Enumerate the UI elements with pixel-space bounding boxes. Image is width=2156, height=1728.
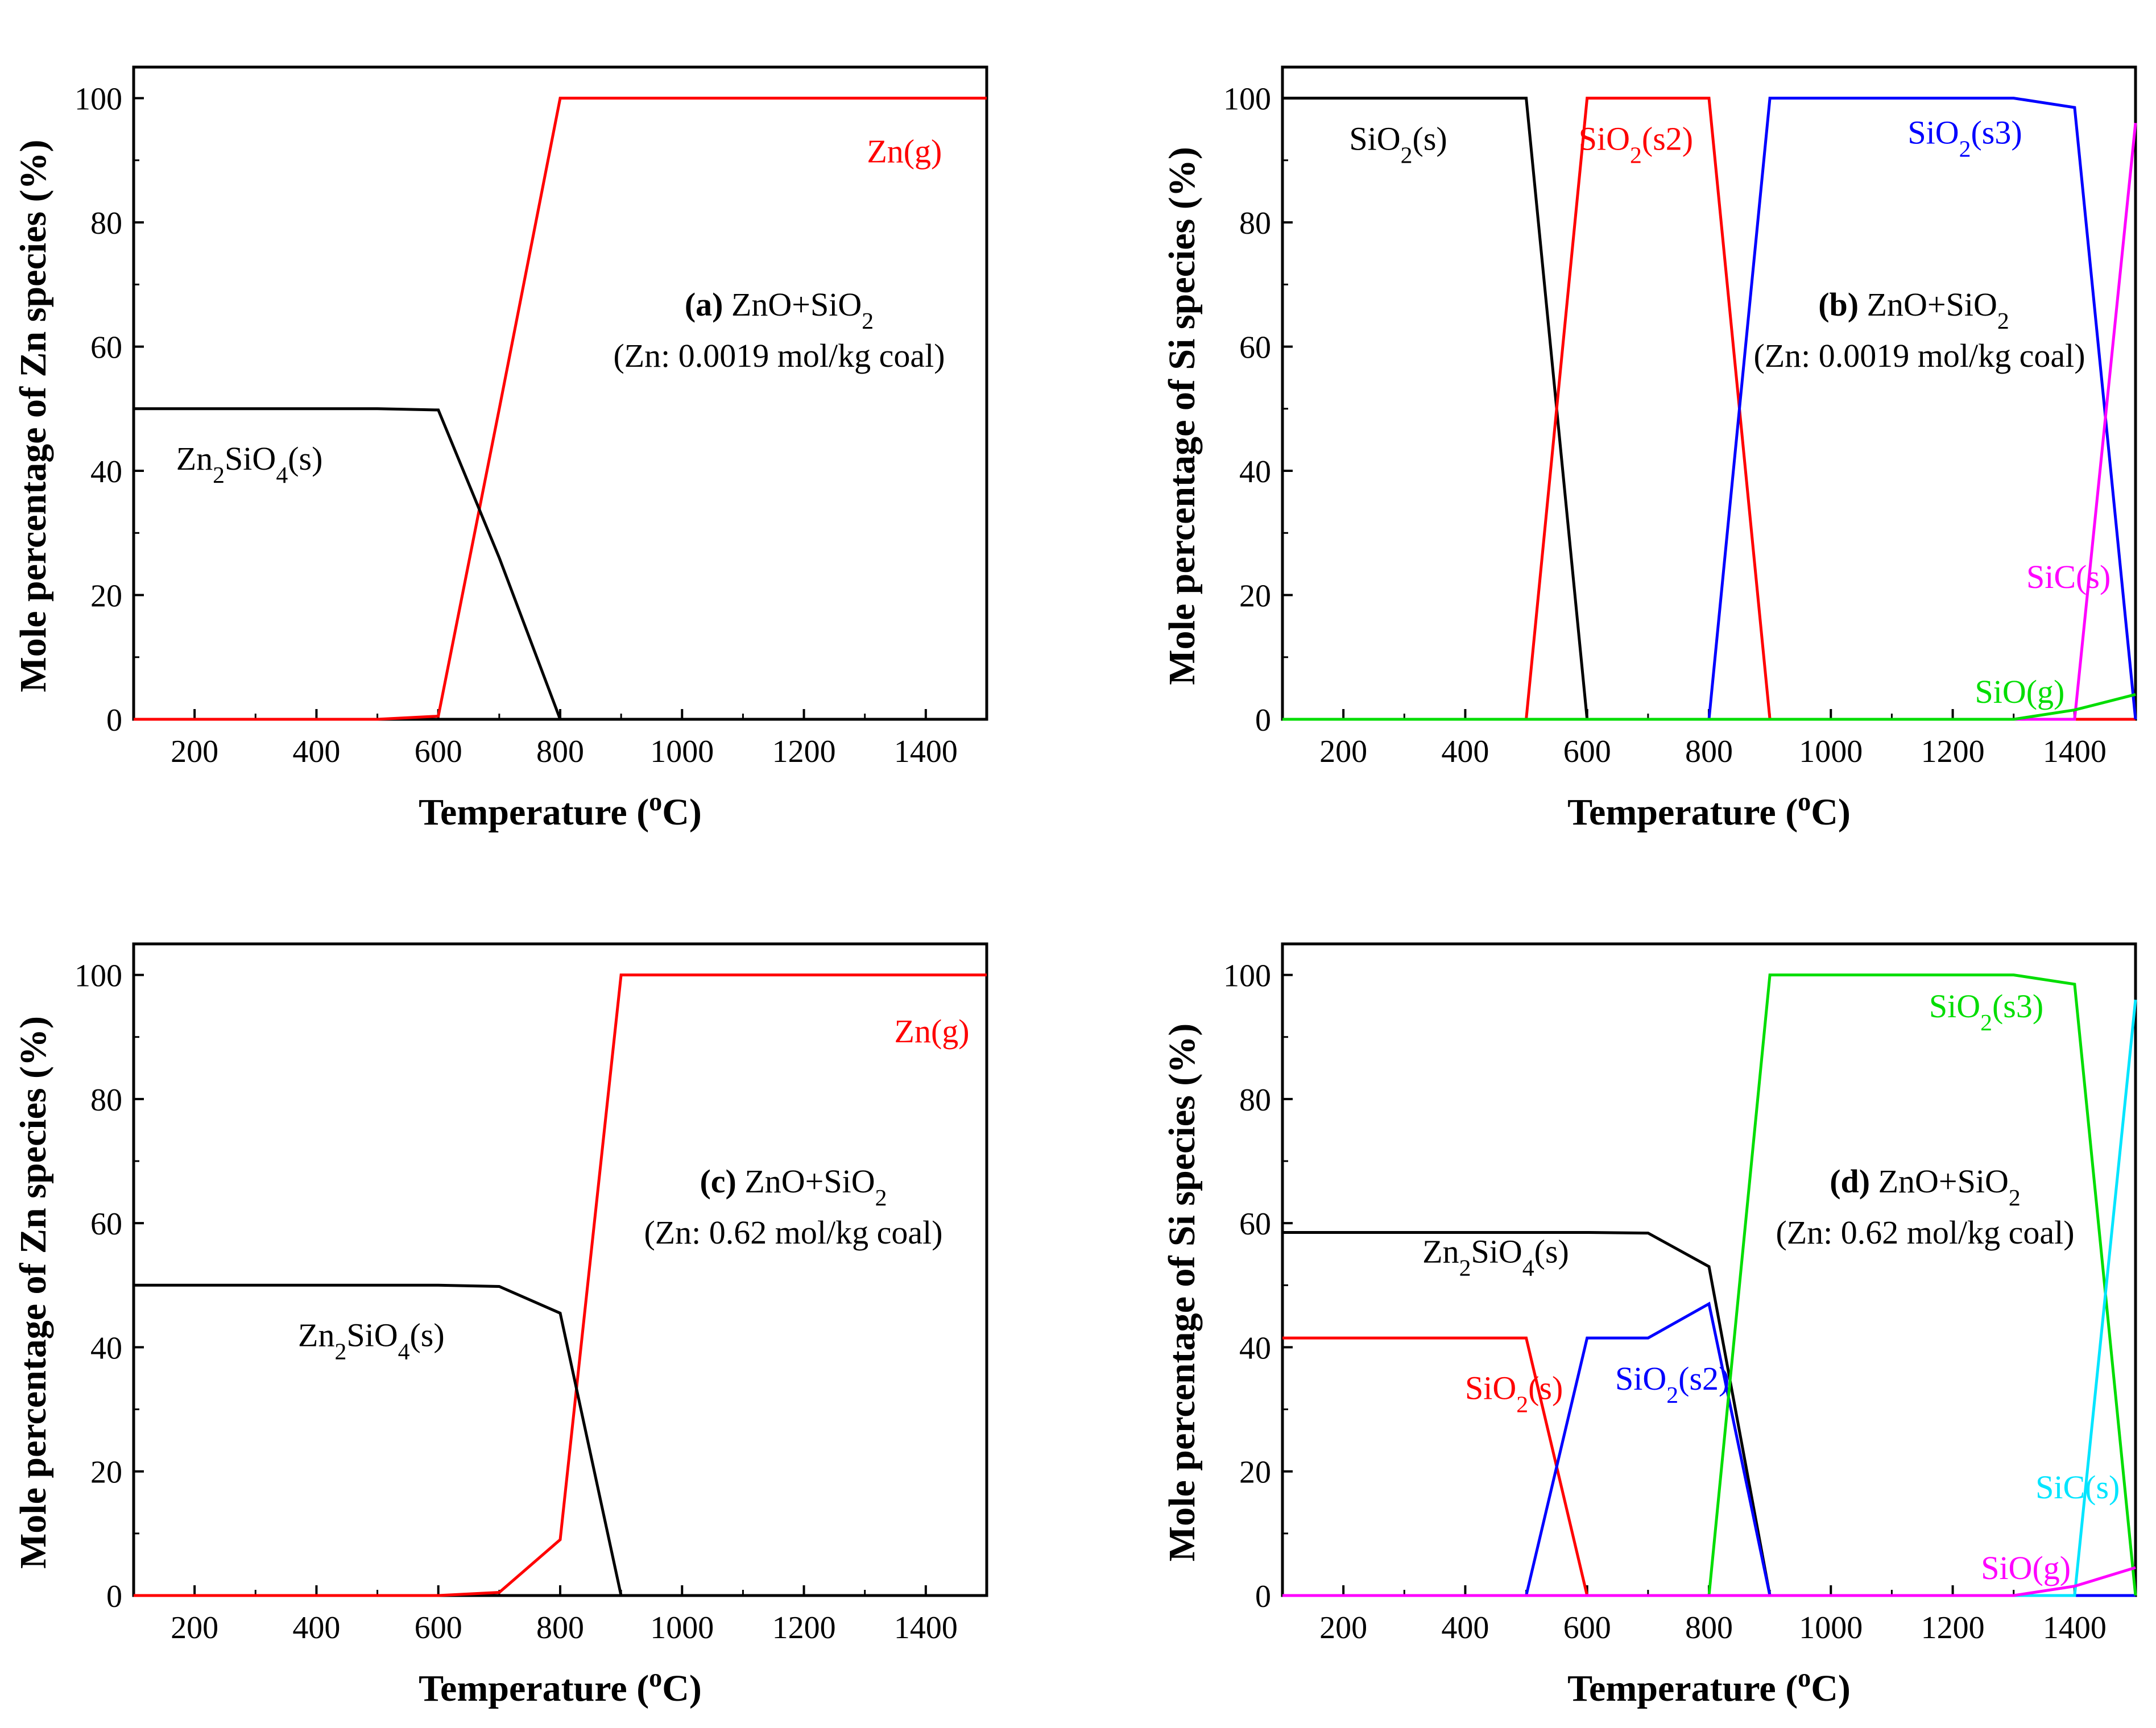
x-tick-label: 800 <box>536 734 584 769</box>
y-tick-label: 60 <box>1239 330 1271 366</box>
x-tick-label: 1000 <box>650 734 714 769</box>
x-tick-label: 400 <box>1441 734 1489 769</box>
x-tick-label: 800 <box>1685 734 1733 769</box>
series-label-Zn2SiO4(s): Zn2SiO4(s) <box>298 1317 445 1365</box>
y-axis-title: Mole percentage of Si species (%) <box>1161 1023 1203 1561</box>
series-line-SiO(g) <box>1282 1566 2136 1597</box>
x-tick-label: 600 <box>415 734 462 769</box>
x-tick-label: 200 <box>171 734 218 769</box>
panel-concentration: (Zn: 0.62 mol/kg coal) <box>1776 1214 2074 1251</box>
series-label-Zn(g): Zn(g) <box>895 1013 970 1050</box>
x-tick-label: 1400 <box>894 1610 958 1646</box>
panel-concentration: (Zn: 0.0019 mol/kg coal) <box>1753 337 2085 374</box>
x-axis-title: Temperature (oC) <box>1567 1663 1851 1710</box>
panel-title: (b) ZnO+SiO2 <box>1818 286 2009 334</box>
y-axis-title: Mole percentage of Si species (%) <box>1161 147 1203 685</box>
series-label-Zn(g): Zn(g) <box>867 132 942 169</box>
series-label-SiC(s): SiC(s) <box>2035 1469 2120 1506</box>
y-tick-label: 0 <box>1255 703 1271 738</box>
series-line-Zn(g) <box>134 973 987 1597</box>
y-tick-label: 0 <box>1255 1579 1271 1614</box>
series-label-SiO2(s3): SiO2(s3) <box>1907 114 2022 163</box>
x-tick-label: 600 <box>1563 734 1611 769</box>
y-axis-title: Mole percentage of Zn species (%) <box>13 139 54 692</box>
series-label-SiO(g): SiO(g) <box>1981 1549 2071 1586</box>
x-tick-label: 1000 <box>1799 1610 1863 1646</box>
series-label-SiO2(s): SiO2(s) <box>1465 1369 1563 1418</box>
x-tick-label: 200 <box>171 1610 218 1646</box>
x-axis-title: Temperature (oC) <box>419 787 702 834</box>
y-axis-title: Mole percentage of Zn species (%) <box>13 1016 54 1569</box>
series-label-SiO2(s): SiO2(s) <box>1349 121 1447 169</box>
x-tick-label: 1000 <box>1799 734 1863 769</box>
x-tick-label: 1200 <box>1921 734 1985 769</box>
series-line-Zn(g) <box>134 97 987 721</box>
panel-title: (a) ZnO+SiO2 <box>685 286 874 334</box>
x-tick-label: 1400 <box>2043 1610 2107 1646</box>
series-label-SiO2(s2): SiO2(s2) <box>1579 121 1693 169</box>
y-tick-label: 40 <box>90 1331 122 1366</box>
series-line-Zn2SiO4(s) <box>134 1283 987 1597</box>
series-label-SiO2(s3): SiO2(s3) <box>1929 988 2043 1036</box>
x-tick-label: 200 <box>1319 1610 1367 1646</box>
y-tick-label: 80 <box>1239 206 1271 241</box>
panel-concentration: (Zn: 0.0019 mol/kg coal) <box>613 337 945 374</box>
y-tick-label: 100 <box>75 959 122 994</box>
y-tick-label: 80 <box>1239 1083 1271 1118</box>
x-tick-label: 1200 <box>772 1610 836 1646</box>
y-tick-label: 40 <box>90 454 122 490</box>
y-tick-label: 20 <box>1239 579 1271 614</box>
panel-title: (d) ZnO+SiO2 <box>1830 1163 2021 1211</box>
y-tick-label: 40 <box>1239 454 1271 490</box>
y-tick-label: 20 <box>90 579 122 614</box>
x-tick-label: 1000 <box>650 1610 714 1646</box>
y-tick-label: 20 <box>1239 1455 1271 1490</box>
series-label-Zn2SiO4(s): Zn2SiO4(s) <box>1422 1233 1569 1281</box>
y-tick-label: 100 <box>1223 82 1271 117</box>
x-tick-label: 1400 <box>894 734 958 769</box>
x-tick-label: 600 <box>1563 1610 1611 1646</box>
y-tick-label: 60 <box>90 1207 122 1242</box>
x-tick-label: 1200 <box>1921 1610 1985 1646</box>
y-tick-label: 100 <box>75 82 122 117</box>
x-axis-title: Temperature (oC) <box>1567 787 1851 834</box>
series-line-Zn2SiO4(s) <box>134 407 987 721</box>
x-tick-label: 800 <box>1685 1610 1733 1646</box>
y-tick-label: 60 <box>1239 1207 1271 1242</box>
x-tick-label: 800 <box>536 1610 584 1646</box>
panel-title: (c) ZnO+SiO2 <box>700 1163 887 1211</box>
x-tick-label: 200 <box>1319 734 1367 769</box>
x-tick-label: 400 <box>292 1610 340 1646</box>
series-line-SiO(g) <box>1282 693 2136 721</box>
x-tick-label: 400 <box>292 734 340 769</box>
panel-concentration: (Zn: 0.62 mol/kg coal) <box>644 1214 942 1251</box>
y-tick-label: 0 <box>106 1579 122 1614</box>
series-label-SiC(s): SiC(s) <box>2026 558 2111 595</box>
chart-panel-c: 200 400 600 800 1000 1200 1400 0 20 40 60 80 100 Zn(g… <box>13 942 988 1710</box>
x-axis-title: Temperature (oC) <box>419 1663 702 1710</box>
y-tick-label: 80 <box>90 1083 122 1118</box>
chart-panel-a: 200 400 600 800 1000 1200 1400 0 20 40 60 80 100 Zn(g… <box>13 65 988 834</box>
y-tick-label: 60 <box>90 330 122 366</box>
chart-panel-b: 200 400 600 800 1000 1200 1400 0 20 40 60 80 100 SiO2… <box>1161 65 2137 834</box>
y-tick-label: 40 <box>1239 1331 1271 1366</box>
x-tick-label: 1400 <box>2043 734 2107 769</box>
y-tick-label: 100 <box>1223 959 1271 994</box>
x-tick-label: 600 <box>415 1610 462 1646</box>
series-label-SiO2(s2): SiO2(s2) <box>1615 1360 1729 1408</box>
series-label-Zn2SiO4(s): Zn2SiO4(s) <box>176 440 323 488</box>
y-tick-label: 0 <box>106 703 122 738</box>
y-tick-label: 20 <box>90 1455 122 1490</box>
x-tick-label: 1200 <box>772 734 836 769</box>
series-label-SiO(g): SiO(g) <box>1975 673 2064 710</box>
x-tick-label: 400 <box>1441 1610 1489 1646</box>
y-tick-label: 80 <box>90 206 122 241</box>
chart-panel-d: 200 400 600 800 1000 1200 1400 0 20 40 60 80 100 Zn2S… <box>1161 942 2137 1710</box>
